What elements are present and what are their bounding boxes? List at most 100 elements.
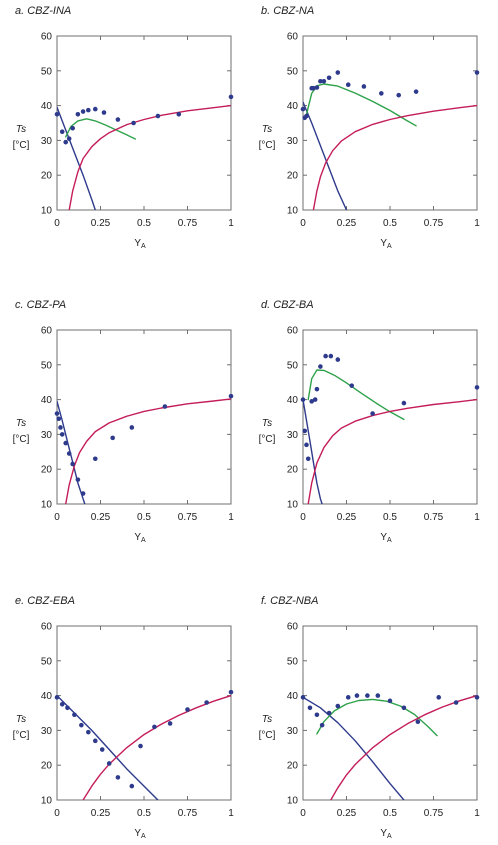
data-point <box>335 357 341 362</box>
data-point <box>228 94 234 100</box>
x-axis-label-subscript: A <box>387 833 392 840</box>
x-tick-label: 0.5 <box>137 808 151 819</box>
y-tick-label: 60 <box>41 326 53 337</box>
x-axis-label-subscript: A <box>141 537 146 544</box>
chart-panel-1: a. CBZ-INA 10 20 30 40 50 60 0 0.25 0.5 0.75 1 Ts [°C… <box>13 5 235 250</box>
data-point <box>415 719 421 724</box>
data-point <box>70 461 75 467</box>
series-line-3 <box>65 398 231 504</box>
y-tick-label: 50 <box>287 360 299 371</box>
data-point <box>54 411 60 416</box>
y-axis-label: Ts <box>16 418 26 429</box>
data-point <box>307 705 313 711</box>
series-line-3 <box>82 694 231 800</box>
data-point <box>474 695 480 700</box>
x-axis-label: YA <box>380 532 392 544</box>
y-tick-label: 40 <box>41 101 53 112</box>
x-tick-label: 1 <box>228 808 234 819</box>
x-axis-label: YA <box>134 238 146 250</box>
series-line-2 <box>57 694 159 800</box>
x-tick-label: 0 <box>54 512 60 523</box>
data-point <box>319 722 325 728</box>
x-tick-label: 1 <box>474 512 480 523</box>
data-point <box>305 456 311 462</box>
x-tick-label: 0 <box>54 808 60 819</box>
plot-frame <box>56 35 232 211</box>
y-tick-label: 20 <box>287 171 299 182</box>
data-point <box>162 404 168 409</box>
data-point <box>300 397 306 402</box>
y-tick-label: 20 <box>287 465 299 476</box>
series-line-2 <box>57 106 96 210</box>
data-point <box>86 729 91 735</box>
x-tick-label: 0.25 <box>337 218 357 229</box>
chart-title: c. CBZ-PA <box>15 299 66 311</box>
y-tick-label: 10 <box>41 796 53 807</box>
data-point <box>396 92 402 98</box>
y-tick-label: 10 <box>287 500 299 511</box>
data-point <box>370 411 375 416</box>
x-tick-label: 0 <box>54 218 60 229</box>
x-tick-label: 1 <box>474 808 480 819</box>
y-axis-unit: [°C] <box>13 434 30 445</box>
x-tick-label: 0 <box>300 512 306 523</box>
data-point <box>152 724 157 730</box>
x-tick-label: 1 <box>474 218 480 229</box>
data-point <box>65 705 70 711</box>
data-point <box>167 721 173 726</box>
y-tick-label: 30 <box>41 136 53 147</box>
chart-panel-6: f. CBZ-NBA 10 20 30 40 50 60 0 0.25 0.5 0.75 1 Ts [°C… <box>259 595 481 840</box>
data-point <box>335 70 341 75</box>
data-point <box>75 112 81 117</box>
x-tick-label: 0.75 <box>178 218 198 229</box>
x-tick-label: 0.5 <box>383 808 397 819</box>
y-tick-label: 60 <box>41 32 53 43</box>
series-line-2 <box>303 398 323 504</box>
y-axis-unit: [°C] <box>13 730 30 741</box>
series-line-4 <box>330 694 477 800</box>
plot-frame <box>302 35 478 211</box>
data-point <box>354 693 360 698</box>
data-point <box>59 702 65 707</box>
data-point <box>70 125 75 131</box>
x-tick-label: 0.75 <box>424 218 444 229</box>
series-line-4 <box>68 104 231 210</box>
data-point <box>115 117 121 122</box>
y-tick-label: 20 <box>287 761 299 772</box>
chart-title: b. CBZ-NA <box>261 5 314 17</box>
data-point <box>92 456 98 462</box>
data-point <box>453 700 459 705</box>
data-point <box>474 70 480 75</box>
y-tick-label: 50 <box>287 66 299 77</box>
data-point <box>110 435 115 441</box>
data-point <box>155 113 161 119</box>
data-point <box>326 75 332 81</box>
y-tick-label: 60 <box>287 326 299 337</box>
data-point <box>379 91 384 96</box>
y-tick-label: 40 <box>41 395 53 406</box>
chart-title: d. CBZ-BA <box>261 299 314 311</box>
data-point <box>75 477 81 482</box>
data-point <box>474 385 480 390</box>
data-point <box>58 425 63 430</box>
data-point <box>80 109 86 114</box>
data-point <box>300 106 306 112</box>
x-axis-label: YA <box>134 532 146 544</box>
data-point <box>321 78 327 84</box>
data-point <box>59 129 65 134</box>
x-tick-label: 0.75 <box>178 808 198 819</box>
chart-panel-4: d. CBZ-BA 10 20 30 40 50 60 0 0.25 0.5 0.75 1 Ts [°C]… <box>259 299 481 544</box>
data-point <box>345 82 351 88</box>
x-tick-label: 1 <box>228 512 234 523</box>
data-point <box>304 442 309 448</box>
y-tick-label: 20 <box>41 761 53 772</box>
y-axis-label: Ts <box>16 714 26 725</box>
y-tick-label: 20 <box>41 465 53 476</box>
x-axis-label-subscript: A <box>141 243 146 250</box>
data-point <box>302 428 308 434</box>
series-line-3 <box>305 83 417 127</box>
y-tick-label: 30 <box>41 726 53 737</box>
y-tick-label: 30 <box>287 726 299 737</box>
data-point <box>349 383 355 388</box>
chart-title: a. CBZ-INA <box>15 5 71 17</box>
